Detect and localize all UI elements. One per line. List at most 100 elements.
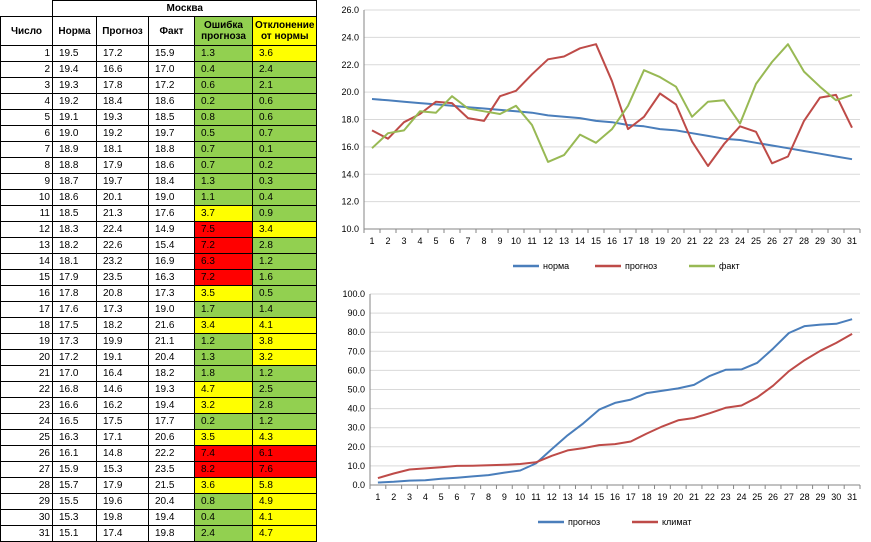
x-tick-label: 13 — [559, 236, 569, 246]
x-tick-label: 17 — [623, 236, 633, 246]
table-row: 22 16.8 14.6 19.3 4.7 2.5 — [0, 381, 318, 398]
day-cell: 15 — [0, 269, 53, 286]
fact-cell: 20.6 — [148, 429, 195, 446]
fact-cell: 18.6 — [148, 93, 195, 110]
error-cell: 1.7 — [194, 301, 253, 318]
day-cell: 4 — [0, 93, 53, 110]
series-line-2 — [377, 333, 853, 480]
x-tick-label: 25 — [752, 492, 762, 502]
table-row: 14 18.1 23.2 16.9 6.3 1.2 — [0, 253, 318, 270]
x-tick-label: 2 — [391, 492, 396, 502]
table-row: 17 17.6 17.3 19.0 1.7 1.4 — [0, 301, 318, 318]
error-cell: 3.5 — [194, 285, 253, 302]
norm-cell: 18.9 — [52, 141, 97, 158]
x-tick-label: 16 — [610, 492, 620, 502]
table-row: 16 17.8 20.8 17.3 3.5 0.5 — [0, 285, 318, 302]
table-row: 24 16.5 17.5 17.7 0.2 1.2 — [0, 413, 318, 430]
table-row: 13 18.2 22.6 15.4 7.2 2.8 — [0, 237, 318, 254]
deviation-cell: 3.8 — [251, 333, 318, 350]
forecast-cell: 17.9 — [96, 157, 149, 174]
col-header-forecast: Прогноз — [96, 16, 149, 46]
day-cell: 30 — [0, 509, 53, 526]
error-cell: 7.2 — [194, 237, 253, 254]
error-cell: 0.4 — [194, 509, 253, 526]
norm-cell: 18.5 — [52, 205, 97, 222]
y-tick-label: 18.0 — [341, 115, 359, 125]
x-tick-label: 17 — [626, 492, 636, 502]
deviation-cell: 4.7 — [251, 525, 318, 542]
forecast-cell: 18.2 — [96, 317, 149, 334]
fact-cell: 17.6 — [148, 205, 195, 222]
deviation-cell: 2.8 — [251, 397, 318, 414]
deviation-cell: 7.6 — [251, 461, 318, 478]
fact-cell: 18.8 — [148, 141, 195, 158]
norm-cell: 19.5 — [52, 45, 97, 62]
table-row: 5 19.1 19.3 18.5 0.8 0.6 — [0, 109, 318, 126]
fact-cell: 16.9 — [148, 253, 195, 270]
x-tick-label: 31 — [847, 236, 857, 246]
table-row: 1 19.5 17.2 15.9 1.3 3.6 — [0, 45, 318, 62]
forecast-cell: 16.4 — [96, 365, 149, 382]
day-cell: 29 — [0, 493, 53, 510]
error-cell: 3.5 — [194, 429, 253, 446]
norm-cell: 19.2 — [52, 93, 97, 110]
fact-cell: 18.4 — [148, 173, 195, 190]
x-tick-label: 30 — [831, 492, 841, 502]
fact-cell: 19.3 — [148, 381, 195, 398]
x-tick-label: 27 — [784, 492, 794, 502]
error-cell: 0.6 — [194, 77, 253, 94]
error-cell: 2.4 — [194, 525, 253, 542]
day-cell: 17 — [0, 301, 53, 318]
col-header-fact: Факт — [148, 16, 195, 46]
deviation-cell: 1.2 — [251, 365, 318, 382]
x-tick-label: 19 — [657, 492, 667, 502]
error-cell: 1.2 — [194, 333, 253, 350]
x-tick-label: 24 — [735, 236, 745, 246]
x-tick-label: 29 — [815, 492, 825, 502]
day-cell: 20 — [0, 349, 53, 366]
y-tick-label: 16.0 — [341, 142, 359, 152]
y-tick-label: 40.0 — [347, 404, 365, 414]
fact-cell: 15.9 — [148, 45, 195, 62]
x-tick-label: 11 — [531, 492, 540, 502]
forecast-cell: 17.5 — [96, 413, 149, 430]
fact-cell: 14.9 — [148, 221, 195, 238]
day-cell: 8 — [0, 157, 53, 174]
error-cell: 1.3 — [194, 173, 253, 190]
series-line-3 — [371, 43, 853, 163]
fact-cell: 18.6 — [148, 157, 195, 174]
forecast-cell: 16.6 — [96, 61, 149, 78]
table-row: 19 17.3 19.9 21.1 1.2 3.8 — [0, 333, 318, 350]
norm-cell: 17.5 — [52, 317, 97, 334]
day-cell: 2 — [0, 61, 53, 78]
error-cell: 0.2 — [194, 93, 253, 110]
forecast-cell: 18.1 — [96, 141, 149, 158]
corner-cell — [0, 0, 53, 17]
deviation-cell: 1.6 — [251, 269, 318, 286]
day-cell: 23 — [0, 397, 53, 414]
error-cell: 3.6 — [194, 477, 253, 494]
table-row: 21 17.0 16.4 18.2 1.8 1.2 — [0, 365, 318, 382]
norm-cell: 16.3 — [52, 429, 97, 446]
x-tick-label: 10 — [515, 492, 525, 502]
fact-cell: 21.1 — [148, 333, 195, 350]
city-header: Москва — [51, 0, 318, 17]
x-tick-label: 30 — [831, 236, 841, 246]
day-cell: 26 — [0, 445, 53, 462]
day-cell: 9 — [0, 173, 53, 190]
table-row: 18 17.5 18.2 21.6 3.4 4.1 — [0, 317, 318, 334]
deviation-cell: 2.5 — [251, 381, 318, 398]
deviation-cell: 5.8 — [251, 477, 318, 494]
deviation-cell: 4.1 — [251, 509, 318, 526]
x-tick-label: 3 — [407, 492, 412, 502]
deviation-cell: 0.6 — [251, 109, 318, 126]
day-cell: 3 — [0, 77, 53, 94]
forecast-cell: 19.7 — [96, 173, 149, 190]
error-cell: 0.8 — [194, 109, 253, 126]
x-tick-label: 5 — [433, 236, 438, 246]
x-tick-label: 5 — [439, 492, 444, 502]
table-row: 29 15.5 19.6 20.4 0.8 4.9 — [0, 493, 318, 510]
forecast-cell: 22.4 — [96, 221, 149, 238]
x-tick-label: 21 — [689, 492, 699, 502]
forecast-cell: 23.2 — [96, 253, 149, 270]
